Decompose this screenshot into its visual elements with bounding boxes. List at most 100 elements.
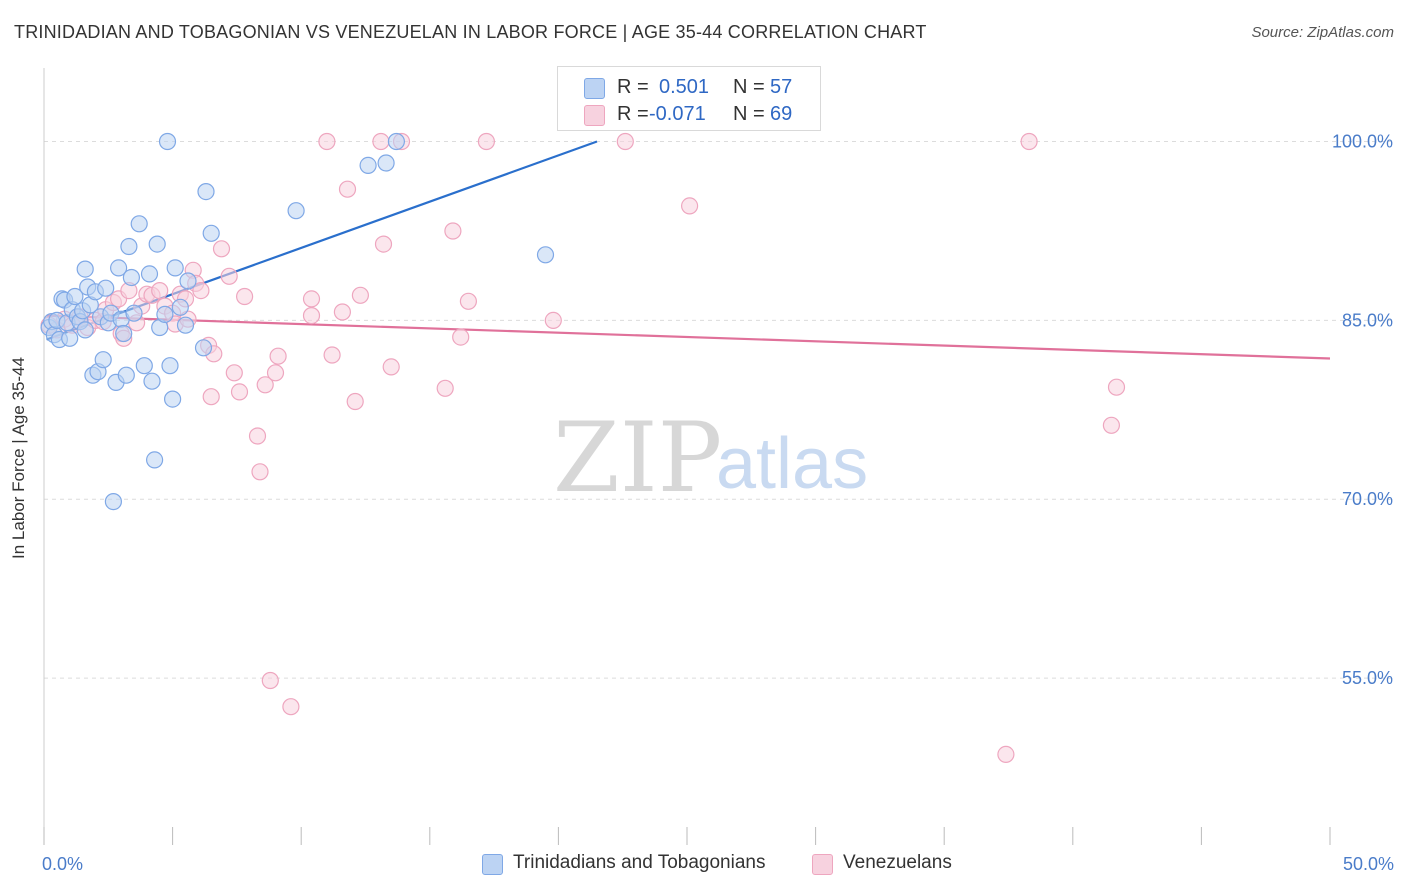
x-tick-label: 50.0% — [1343, 854, 1394, 874]
stats-legend: R = 0.501 N = 57 R = -0.071 N = 69 — [557, 66, 821, 131]
data-point — [282, 698, 300, 716]
y-axis-label: In Labor Force | Age 35-44 — [9, 357, 28, 559]
watermark-zip: ZIP — [553, 402, 722, 514]
data-point — [171, 298, 189, 316]
y-tick-label: 70.0% — [1342, 489, 1393, 509]
data-point — [164, 390, 182, 408]
data-point — [151, 282, 169, 300]
n-value: 57 — [770, 76, 793, 98]
data-point — [323, 346, 341, 364]
data-point — [261, 671, 279, 690]
data-point — [436, 379, 454, 397]
data-point — [135, 357, 153, 375]
data-point — [225, 364, 243, 382]
r-label: R = — [617, 103, 649, 125]
data-point — [161, 357, 179, 375]
legend-swatch-venezuelan — [812, 854, 833, 875]
watermark: ZIP atlas — [553, 402, 868, 514]
legend-label-venezuelan: Venezuelans — [843, 852, 952, 873]
data-point — [359, 156, 377, 174]
data-point — [333, 303, 351, 321]
scatter-points — [40, 132, 1126, 764]
data-point — [146, 451, 164, 469]
data-point — [536, 246, 555, 264]
data-point — [115, 324, 133, 343]
data-point — [1107, 378, 1126, 396]
y-tick-label: 85.0% — [1342, 310, 1393, 330]
y-tick-label: 100.0% — [1332, 132, 1393, 152]
data-point — [66, 287, 84, 306]
data-point — [109, 259, 128, 277]
data-point — [287, 202, 305, 220]
data-point — [117, 366, 135, 384]
data-point — [248, 427, 267, 445]
data-point — [452, 328, 470, 346]
data-point — [212, 240, 231, 258]
data-point — [997, 745, 1015, 764]
data-point — [266, 364, 285, 382]
data-point — [616, 132, 634, 151]
n-label: N = — [733, 103, 765, 125]
data-point — [202, 224, 220, 242]
data-point — [130, 215, 148, 233]
data-point — [140, 265, 159, 283]
r-label: R = — [617, 76, 649, 98]
data-point — [351, 286, 369, 304]
tick-labels: 100.0% 85.0% 70.0% 55.0% 0.0% 50.0% — [42, 132, 1394, 874]
data-point — [1020, 132, 1038, 151]
legend-swatch-trinidadian — [482, 854, 503, 875]
data-point — [220, 267, 238, 285]
data-point — [338, 180, 357, 198]
data-point — [269, 347, 287, 365]
data-point — [372, 132, 390, 151]
data-point — [544, 311, 562, 329]
data-point — [166, 259, 184, 277]
legend-label-trinidadian: Trinidadians and Tobagonians — [513, 852, 766, 873]
r-value: 0.501 — [659, 76, 710, 98]
data-point — [477, 132, 495, 151]
data-point — [382, 358, 400, 376]
trend-line-venezuelan — [46, 314, 1331, 360]
data-point — [230, 383, 249, 401]
data-point — [120, 237, 138, 256]
data-point — [122, 268, 140, 287]
data-point — [76, 260, 94, 278]
stats-legend-row-venezuelan: R = -0.071 N = 69 — [558, 101, 820, 129]
data-point — [125, 304, 143, 322]
data-point — [97, 279, 115, 297]
n-label: N = — [733, 76, 765, 98]
series-trinidadian-points — [40, 132, 555, 511]
data-point — [156, 305, 174, 323]
legend-swatch-trinidadian — [584, 78, 605, 99]
axes — [43, 68, 1331, 845]
n-value: 69 — [770, 103, 793, 125]
data-point — [94, 351, 112, 369]
stats-legend-row-trinidadian: R = 0.501 N = 57 — [558, 74, 820, 102]
data-point — [194, 339, 213, 357]
data-point — [143, 372, 161, 390]
data-point — [179, 272, 197, 290]
trend-lines — [46, 140, 1331, 360]
watermark-atlas: atlas — [716, 424, 868, 504]
chart-title: TRINIDADIAN AND TOBAGONIAN VS VENEZUELAN… — [14, 22, 927, 42]
r-value: -0.071 — [649, 103, 706, 125]
data-point — [1102, 416, 1121, 434]
data-point — [76, 321, 94, 339]
chart-source: Source: ZipAtlas.com — [1251, 24, 1394, 41]
data-point — [251, 463, 269, 481]
data-point — [158, 132, 177, 151]
data-point — [256, 376, 274, 394]
data-point — [197, 183, 215, 201]
data-point — [444, 222, 462, 240]
data-point — [202, 388, 220, 406]
data-point — [377, 154, 395, 172]
data-point — [302, 290, 321, 308]
data-point — [176, 316, 195, 334]
data-point — [318, 132, 336, 151]
data-point — [459, 292, 477, 310]
legend-swatch-venezuelan — [584, 105, 605, 126]
data-point — [302, 307, 321, 325]
data-point — [192, 282, 210, 300]
data-point — [387, 132, 405, 151]
